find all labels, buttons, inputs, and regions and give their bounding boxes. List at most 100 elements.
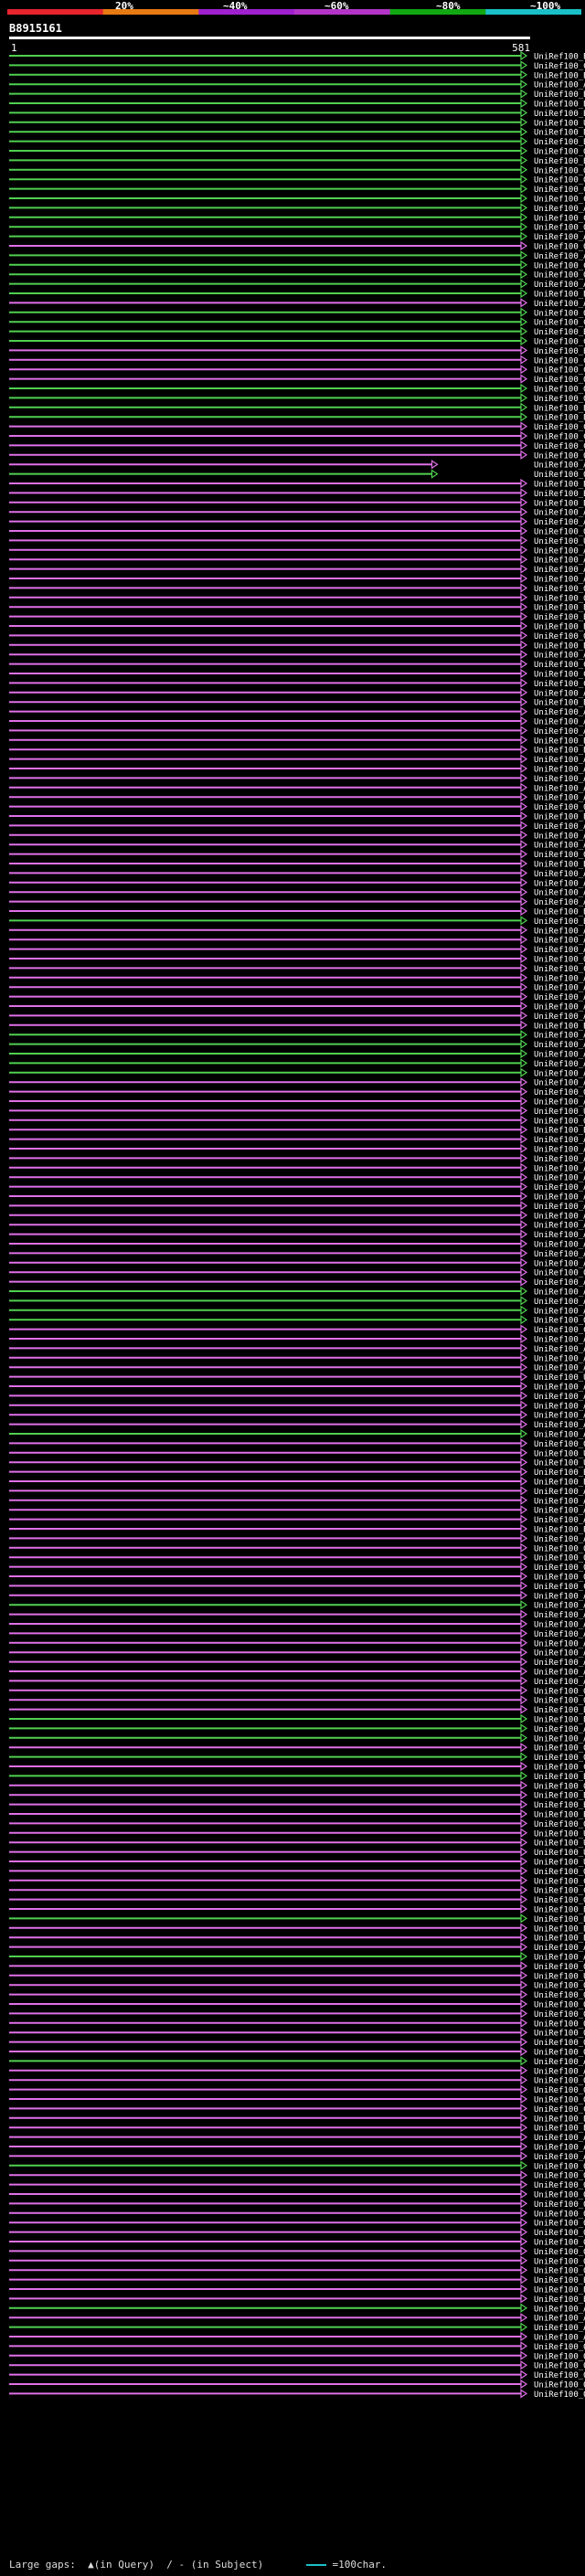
hit-row[interactable]: UniRef100_Q7Y186 — [9, 1818, 585, 1829]
hit-row[interactable]: UniRef100_UP1000.. — [9, 1106, 585, 1117]
hit-label[interactable]: UniRef100_A1YW34 — [534, 689, 585, 698]
hit-row[interactable]: UniRef100_Q5SLH3 — [9, 849, 585, 861]
hit-label[interactable]: UniRef100_Q2QMQ0 — [534, 1117, 585, 1126]
hit-row[interactable]: UniRef100_A1YWQ3 — [9, 887, 585, 898]
hit-row[interactable]: UniRef100_Q9SCR9 — [9, 1087, 585, 1098]
hit-row[interactable]: UniRef100_B9FWA5 — [9, 497, 585, 509]
hit-row[interactable]: UniRef100_A1YWU1 — [9, 1391, 585, 1402]
hit-label[interactable]: UniRef100_C5Z246 — [534, 442, 585, 451]
hit-row[interactable]: UniRef100_Q8S377 — [9, 2189, 585, 2200]
hit-label[interactable]: UniRef100_B9GPD0 — [534, 53, 585, 62]
hit-label[interactable]: UniRef100_B9SG12 — [534, 1792, 585, 1801]
hit-row[interactable]: UniRef100_A1YWN1 — [9, 1648, 585, 1659]
hit-label[interactable]: UniRef100_B8B159 — [534, 414, 585, 423]
hit-row[interactable]: UniRef100_Q2QMQ0 — [9, 1115, 585, 1127]
hit-label[interactable]: UniRef100_A6RMS9 — [534, 576, 585, 585]
hit-label[interactable]: UniRef100_Q8S354 — [534, 1868, 585, 1877]
hit-row[interactable]: UniRef100_A1YWM9 — [9, 1657, 585, 1669]
hit-row[interactable]: UniRef100_Q6S5L6 — [9, 2037, 585, 2049]
hit-label[interactable]: UniRef100_UP1000.. — [534, 1459, 585, 1468]
hit-label[interactable]: UniRef100_Q8S373 — [534, 2220, 585, 2229]
hit-row[interactable]: UniRef100_A6RMS9 — [9, 573, 585, 585]
hit-label[interactable]: UniRef100_B9HJD2 — [534, 1526, 585, 1535]
hit-row[interactable]: UniRef100_B7FND5 — [9, 1476, 585, 1488]
hit-label[interactable]: UniRef100_B7Z0I5 — [534, 328, 585, 337]
hit-label[interactable]: UniRef100_A7RVX9 — [534, 1098, 585, 1108]
hit-row[interactable]: UniRef100_A1YWP0 — [9, 1296, 585, 1307]
hit-row[interactable]: UniRef100_B9GPD0 — [9, 50, 585, 62]
hit-row[interactable]: UniRef100_A5BGN2 — [9, 1153, 585, 1164]
hit-label[interactable]: UniRef100_A2X9H3 — [534, 252, 585, 261]
hit-label[interactable]: UniRef100_A1YWR1 — [534, 756, 585, 765]
hit-label[interactable]: UniRef100_Q9FWN6 — [534, 386, 585, 395]
hit-label[interactable]: UniRef100_UP1000.. — [534, 537, 585, 546]
hit-row[interactable]: UniRef100_A1YWQ6 — [9, 773, 585, 784]
hit-label[interactable]: UniRef100_A1YWN1 — [534, 1649, 585, 1659]
hit-label[interactable]: UniRef100_A1YWQ6 — [534, 775, 585, 784]
hit-row[interactable]: UniRef100_Q94G97 — [9, 2046, 585, 2058]
hit-row[interactable]: UniRef100_A1YWT7 — [9, 1951, 585, 1963]
hit-label[interactable]: UniRef100_A7PUZ1 — [534, 461, 585, 471]
hit-row[interactable]: UniRef100_A1YWU2 — [9, 1609, 585, 1621]
hit-row[interactable]: UniRef100_UP1000.. — [9, 1838, 585, 1849]
hit-label[interactable]: UniRef100_Q1UAC1 — [534, 1896, 585, 1905]
hit-label[interactable]: UniRef100_Q7Y186 — [534, 1820, 585, 1829]
hit-row[interactable]: UniRef100_Q0D5N5 — [9, 450, 585, 461]
hit-row[interactable]: UniRef100_Q8S369 — [9, 1980, 585, 1991]
hit-row[interactable]: UniRef100_UP1000.. — [9, 117, 585, 129]
hit-label[interactable]: UniRef100_B9P6C8 — [534, 71, 585, 80]
hit-row[interactable]: UniRef100_C5Y5G8 — [9, 678, 585, 689]
hit-label[interactable]: UniRef100_Q9FYW2 — [534, 528, 585, 537]
hit-label[interactable]: UniRef100_Q8S376 — [534, 2200, 585, 2210]
hit-label[interactable]: UniRef100_UP1000.. — [534, 1849, 585, 1858]
hit-label[interactable]: UniRef100_B7ZY21 — [534, 347, 585, 356]
hit-label[interactable]: UniRef100_Q8S356 — [534, 1687, 585, 1696]
hit-row[interactable]: UniRef100_B9GH70 — [9, 858, 585, 870]
hit-row[interactable]: UniRef100_A1YWN4 — [9, 1248, 585, 1259]
hit-label[interactable]: UniRef100_A7PMC8 — [534, 205, 585, 214]
hit-label[interactable]: UniRef100_C9WBD6 — [534, 1326, 585, 1335]
hit-row[interactable]: UniRef100_A1YWP4 — [9, 944, 585, 956]
hit-label[interactable]: UniRef100_B9SP75 — [534, 908, 585, 917]
hit-row[interactable]: UniRef100_B9F1I0 — [9, 288, 585, 300]
hit-row[interactable]: UniRef100_A1ITQ8 — [9, 792, 585, 803]
hit-label[interactable]: UniRef100_A1YWR4 — [534, 727, 585, 737]
hit-row[interactable]: UniRef100_Q72CD7 — [9, 393, 585, 404]
hit-row[interactable]: UniRef100_UP1000.. — [9, 1847, 585, 1859]
hit-row[interactable]: UniRef100_A7PUZ1 — [9, 460, 585, 471]
hit-row[interactable]: UniRef100_Q8S360 — [9, 2009, 585, 2019]
hit-label[interactable]: UniRef100_B9GN87 — [534, 138, 585, 147]
hit-row[interactable]: UniRef100_A1YWS7 — [9, 1067, 585, 1079]
hit-label[interactable]: UniRef100_C5XDJ7 — [534, 196, 585, 205]
hit-row[interactable]: UniRef100_B9IHC5 — [9, 1923, 585, 1935]
hit-label[interactable]: UniRef100_UP1000.. — [534, 1839, 585, 1849]
hit-row[interactable]: UniRef100_Q01VV5 — [9, 374, 585, 386]
hit-row[interactable]: UniRef100_Q9MUX0 — [9, 175, 585, 186]
hit-label[interactable]: UniRef100_Q8S378 — [534, 2181, 585, 2190]
hit-row[interactable]: UniRef100_A1YWW2 — [9, 1191, 585, 1203]
hit-row[interactable]: UniRef100_A1YWQ2 — [9, 896, 585, 908]
hit-row[interactable]: UniRef100_B9SG12 — [9, 1790, 585, 1801]
hit-row[interactable]: UniRef100_A5BX87 — [9, 2132, 585, 2144]
hit-row[interactable]: UniRef100_A1YWT1 — [9, 1428, 585, 1440]
hit-label[interactable]: UniRef100_A1YWS7 — [534, 1069, 585, 1078]
hit-row[interactable]: UniRef100_A1YWP7 — [9, 830, 585, 842]
hit-row[interactable]: UniRef100_A7P3Q7 — [9, 1134, 585, 1146]
hit-label[interactable]: UniRef100_Q94M72 — [534, 2267, 585, 2276]
hit-label[interactable]: UniRef100_B9RD72 — [534, 90, 585, 100]
hit-label[interactable]: UniRef100_B9STN5 — [534, 1468, 585, 1478]
hit-row[interactable]: UniRef100_B9GV61 — [9, 2113, 585, 2125]
hit-row[interactable]: UniRef100_C4P5D5 — [9, 317, 585, 328]
hit-row[interactable]: UniRef100_Q67789 — [9, 2379, 585, 2390]
hit-label[interactable]: UniRef100_A1YWT4 — [534, 1278, 585, 1288]
hit-label[interactable]: UniRef100_Q8S367 — [534, 2086, 585, 2095]
hit-row[interactable]: UniRef100_B4FQS8 — [9, 488, 585, 499]
hit-label[interactable]: UniRef100_A3B7K4 — [534, 546, 585, 556]
hit-label[interactable]: UniRef100_Q7XT28 — [534, 243, 585, 252]
hit-label[interactable]: UniRef100_A1YWN9 — [534, 1621, 585, 1630]
hit-label[interactable]: UniRef100_A1YWT6 — [534, 1734, 585, 1744]
hit-row[interactable]: UniRef100_A9TBS3 — [9, 1590, 585, 1602]
hit-label[interactable]: UniRef100_Q4VDC6 — [534, 471, 585, 480]
hit-row[interactable]: UniRef100_C9WBD6 — [9, 1324, 585, 1336]
hit-row[interactable]: UniRef100_B9N8R7 — [9, 1020, 585, 1032]
